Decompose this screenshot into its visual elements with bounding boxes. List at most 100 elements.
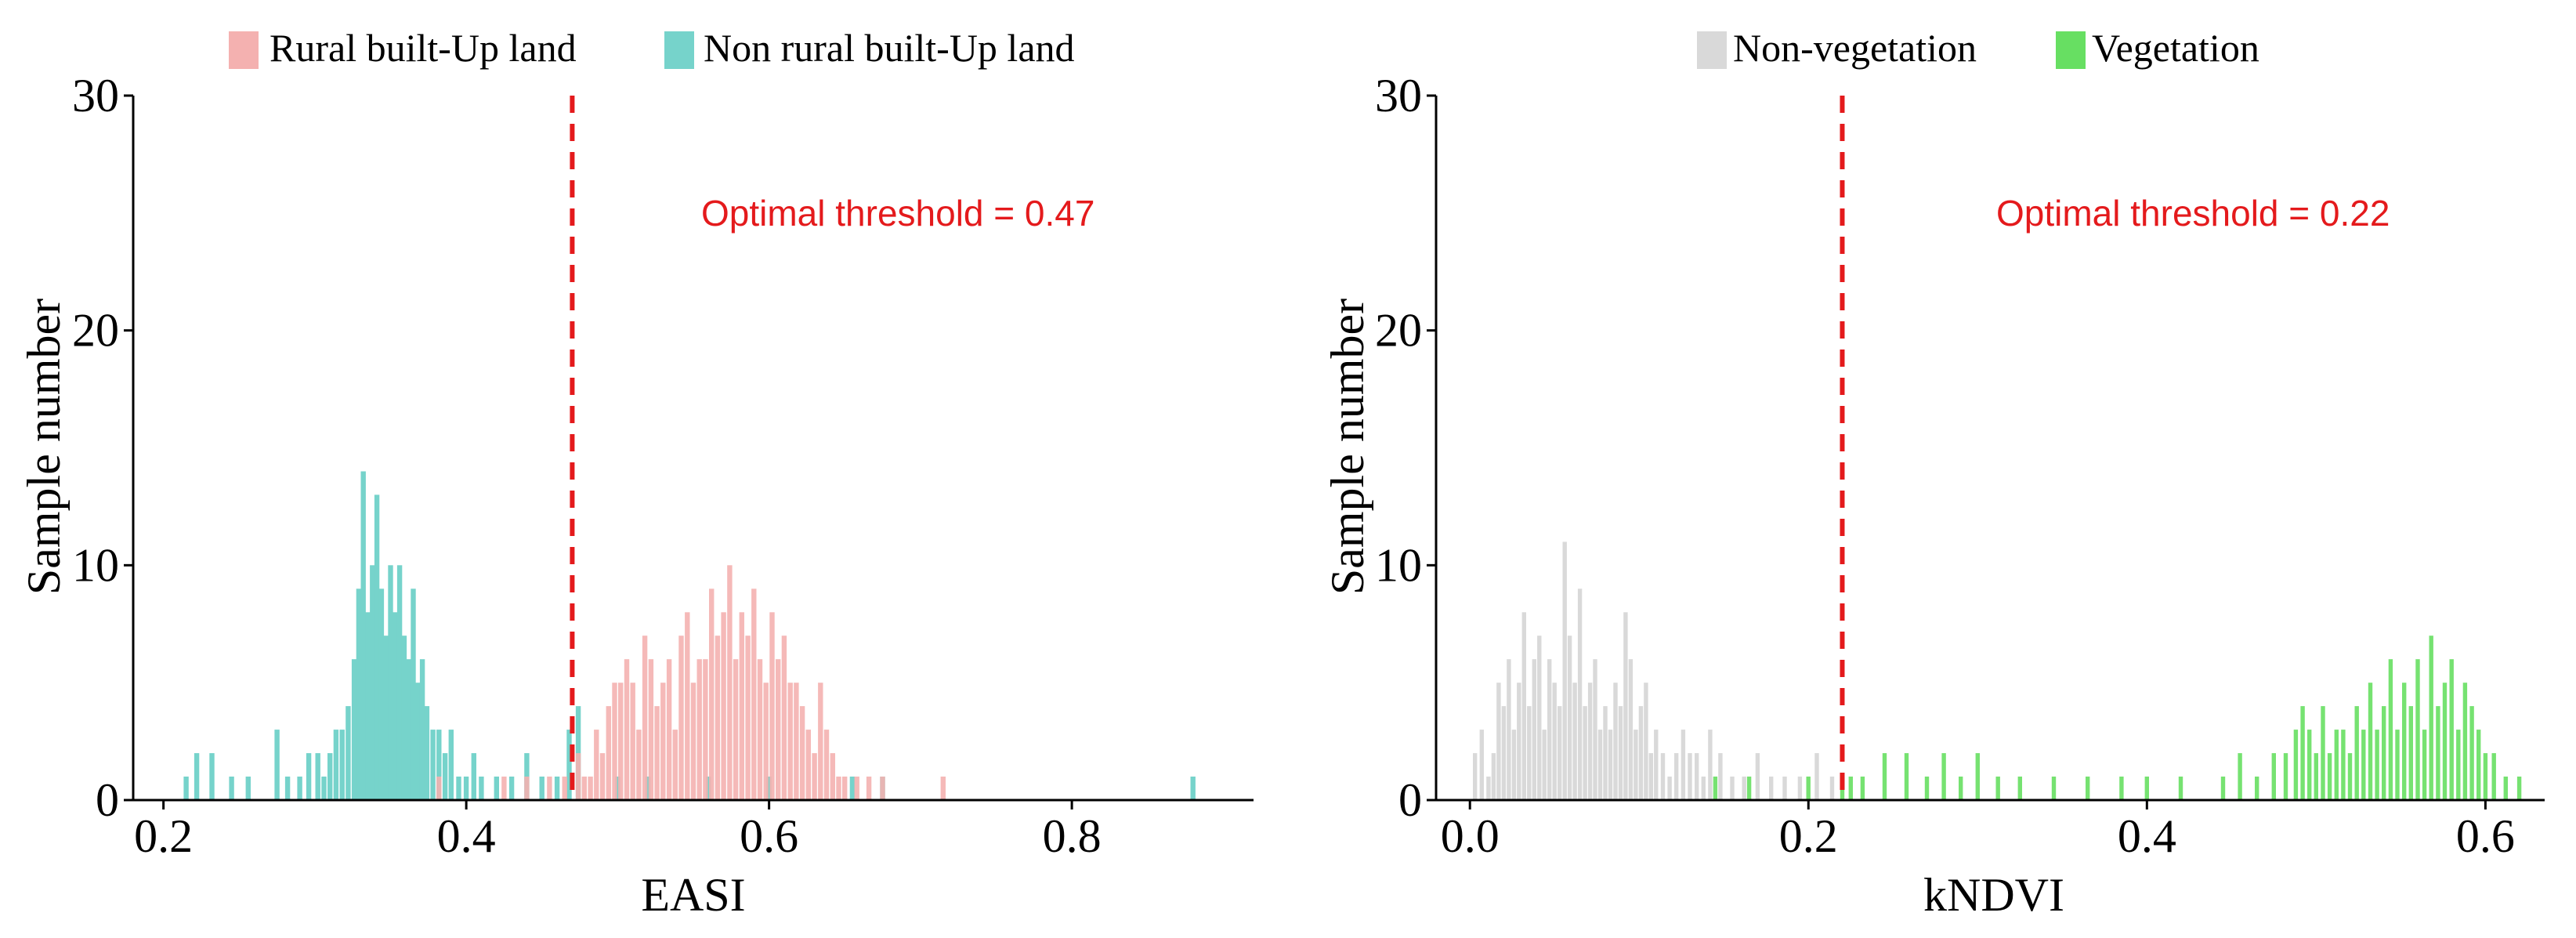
bar bbox=[1681, 730, 1686, 800]
bar bbox=[781, 636, 787, 800]
bar bbox=[1603, 706, 1608, 800]
bar bbox=[648, 659, 654, 800]
bar bbox=[612, 683, 617, 800]
bar bbox=[1755, 753, 1760, 800]
bar bbox=[2395, 730, 2400, 800]
bar bbox=[1975, 753, 1980, 800]
bar bbox=[2456, 730, 2461, 800]
easi-histogram-panel: Rural built-Up land Non rural built-Up l… bbox=[18, 26, 1254, 921]
bar bbox=[1583, 706, 1587, 800]
bar bbox=[1479, 730, 1484, 800]
bar bbox=[547, 777, 552, 800]
bar bbox=[1674, 753, 1679, 800]
legend-label-rural: Rural built-Up land bbox=[270, 26, 577, 70]
bar bbox=[374, 494, 380, 800]
bar bbox=[1860, 777, 1865, 800]
bar bbox=[2375, 730, 2379, 800]
bar bbox=[419, 659, 425, 800]
bar bbox=[1567, 636, 1572, 800]
bar bbox=[501, 777, 507, 800]
bar bbox=[401, 636, 407, 800]
bar bbox=[678, 636, 684, 800]
bar bbox=[1708, 730, 1713, 800]
histogram-bars bbox=[183, 471, 1196, 800]
bar bbox=[2017, 777, 2022, 800]
bar bbox=[2422, 730, 2427, 800]
bar bbox=[1572, 683, 1577, 800]
bar bbox=[1713, 777, 1718, 800]
bar bbox=[1537, 636, 1542, 800]
bar bbox=[715, 636, 721, 800]
y-tick-label: 30 bbox=[1375, 70, 1422, 121]
bar bbox=[2293, 730, 2299, 800]
bar bbox=[315, 753, 320, 800]
bar bbox=[1730, 777, 1735, 800]
bar bbox=[1638, 706, 1644, 800]
bar bbox=[406, 659, 411, 800]
bar bbox=[463, 777, 469, 800]
bar bbox=[703, 659, 708, 800]
bar bbox=[448, 730, 454, 800]
bar bbox=[1959, 777, 1963, 800]
bar bbox=[1995, 777, 2000, 800]
y-tick-label: 10 bbox=[1375, 539, 1422, 591]
bar bbox=[1623, 612, 1628, 800]
bar bbox=[1608, 730, 1613, 800]
bar bbox=[183, 777, 189, 800]
bar bbox=[880, 777, 885, 800]
bar bbox=[209, 753, 215, 800]
bar bbox=[2238, 753, 2242, 800]
x-tick-label: 0.2 bbox=[1779, 810, 1838, 862]
bar bbox=[1190, 777, 1196, 800]
bar bbox=[666, 659, 672, 800]
bar bbox=[2341, 730, 2346, 800]
bar bbox=[787, 683, 793, 800]
bar bbox=[2516, 777, 2522, 800]
y-tick-label: 20 bbox=[1375, 305, 1422, 357]
legend-label-non-vegetation: Non-vegetation bbox=[1733, 26, 1977, 70]
bar bbox=[1486, 777, 1491, 800]
bar bbox=[624, 659, 630, 800]
bar bbox=[333, 730, 339, 800]
bar bbox=[1746, 777, 1752, 800]
bar bbox=[599, 753, 606, 800]
bar bbox=[1882, 753, 1887, 800]
bar bbox=[1648, 753, 1653, 800]
bar bbox=[849, 777, 856, 800]
bar bbox=[229, 777, 234, 800]
bar bbox=[1848, 777, 1853, 800]
bar bbox=[866, 777, 872, 800]
bar bbox=[739, 612, 744, 800]
bar bbox=[763, 683, 769, 800]
bar bbox=[1654, 730, 1659, 800]
bar bbox=[1634, 730, 1638, 800]
bar bbox=[1473, 753, 1478, 800]
x-tick-label: 0.0 bbox=[1441, 810, 1500, 862]
bar bbox=[415, 683, 421, 800]
bar bbox=[769, 612, 775, 800]
bar bbox=[690, 683, 696, 800]
bar bbox=[508, 777, 515, 800]
bar bbox=[2408, 706, 2413, 800]
y-axis-ticks: 0 10 20 30 bbox=[1375, 70, 1436, 826]
bar bbox=[2436, 706, 2440, 800]
bar bbox=[524, 777, 530, 800]
y-axis-label: Sample number bbox=[1322, 299, 1373, 595]
bar bbox=[1491, 753, 1496, 800]
bar bbox=[615, 777, 620, 800]
bar bbox=[721, 612, 726, 800]
bar bbox=[575, 706, 581, 800]
bar bbox=[2144, 777, 2149, 800]
bar bbox=[1618, 706, 1623, 800]
bar bbox=[805, 730, 811, 800]
bar bbox=[575, 753, 581, 800]
bar bbox=[370, 565, 375, 800]
bar bbox=[2321, 706, 2325, 800]
bar bbox=[812, 753, 817, 800]
bar bbox=[636, 730, 642, 800]
bar bbox=[479, 777, 484, 800]
bar bbox=[351, 659, 357, 800]
bar bbox=[494, 777, 499, 800]
bar bbox=[383, 636, 389, 800]
